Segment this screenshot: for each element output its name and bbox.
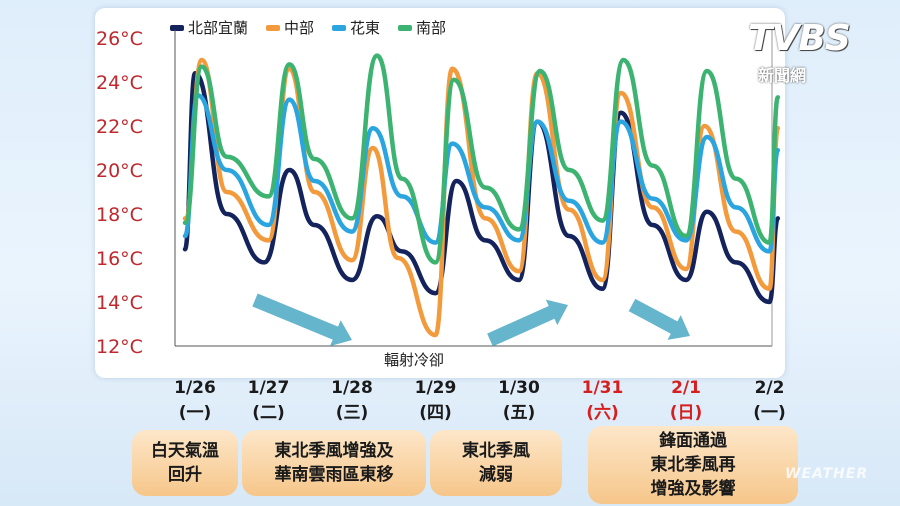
legend-item: 南部 xyxy=(398,17,446,38)
box-line: 東北季風再 xyxy=(650,455,736,475)
box-line: 白天氣溫 xyxy=(151,441,219,461)
y-tick-label: 26°C xyxy=(96,28,143,50)
y-tick-label: 16°C xyxy=(96,248,143,270)
x-tick-sublabel: (一) xyxy=(179,403,212,423)
box-line: 減弱 xyxy=(479,465,513,485)
annotation-label: 輻射冷卻 xyxy=(362,348,466,372)
forecast-box: 白天氣溫 回升 xyxy=(132,430,238,496)
x-tick-sublabel: (一) xyxy=(753,403,786,423)
forecast-box: 東北季風 減弱 xyxy=(430,430,562,496)
forecast-box: 鋒面通過 東北季風再 增強及影響 xyxy=(588,426,798,504)
x-tick-label: 2/2 xyxy=(755,378,785,398)
y-tick-label: 18°C xyxy=(96,204,143,226)
box-line: 華南雲雨區東移 xyxy=(274,465,394,485)
y-tick-label: 22°C xyxy=(96,116,143,138)
x-tick-label: 1/27 xyxy=(248,378,290,398)
legend-swatch xyxy=(332,24,347,31)
x-tick-label: 2/1 xyxy=(671,378,701,398)
legend-label: 南部 xyxy=(416,19,447,37)
box-line: 回升 xyxy=(168,465,202,485)
trend-arrow-icon xyxy=(628,298,690,340)
legend-item: 中部 xyxy=(266,17,314,38)
box-line: 增強及影響 xyxy=(650,479,736,499)
x-tick-label: 1/31 xyxy=(582,378,624,398)
x-tick-label: 1/29 xyxy=(415,378,457,398)
y-tick-label: 14°C xyxy=(96,292,143,314)
logo-mark: TVBS xyxy=(748,18,851,59)
trend-arrow-icon xyxy=(252,293,352,347)
x-tick-sublabel: (三) xyxy=(336,403,369,423)
x-tick-label: 1/28 xyxy=(331,378,373,398)
legend-label: 花東 xyxy=(350,19,381,37)
trend-arrow-icon xyxy=(487,299,568,347)
legend-label: 北部宜蘭 xyxy=(188,19,249,37)
x-tick-sublabel: (五) xyxy=(503,403,536,423)
legend-item: 北部宜蘭 xyxy=(170,17,248,38)
x-tick-label: 1/30 xyxy=(498,378,540,398)
watermark: WEATHER xyxy=(785,466,869,482)
legend-label: 中部 xyxy=(284,19,315,37)
x-tick-label: 1/26 xyxy=(174,378,216,398)
y-tick-label: 20°C xyxy=(96,160,143,182)
legend-swatch xyxy=(398,24,413,31)
legend-item: 花東 xyxy=(332,17,380,38)
box-line: 東北季風 xyxy=(462,441,530,461)
logo-sub: 新聞網 xyxy=(758,66,807,85)
series-line xyxy=(182,70,781,305)
y-tick-label: 12°C xyxy=(96,336,143,358)
box-line: 東北季風增強及 xyxy=(274,441,394,461)
box-line: 鋒面通過 xyxy=(659,431,727,451)
x-tick-sublabel: (四) xyxy=(419,403,452,423)
legend: 北部宜蘭 中部 花東 南部 xyxy=(170,17,446,38)
legend-swatch xyxy=(266,24,281,31)
x-tick-sublabel: (六) xyxy=(586,402,619,423)
forecast-box: 東北季風增強及 華南雲雨區東移 xyxy=(242,430,426,496)
x-tick-sublabel: (日) xyxy=(670,403,703,423)
series-line xyxy=(182,53,781,265)
tvbs-logo: TVBS 新聞網 xyxy=(748,18,888,88)
x-tick-sublabel: (二) xyxy=(252,403,285,423)
y-tick-label: 24°C xyxy=(96,72,143,94)
legend-swatch xyxy=(170,24,184,31)
